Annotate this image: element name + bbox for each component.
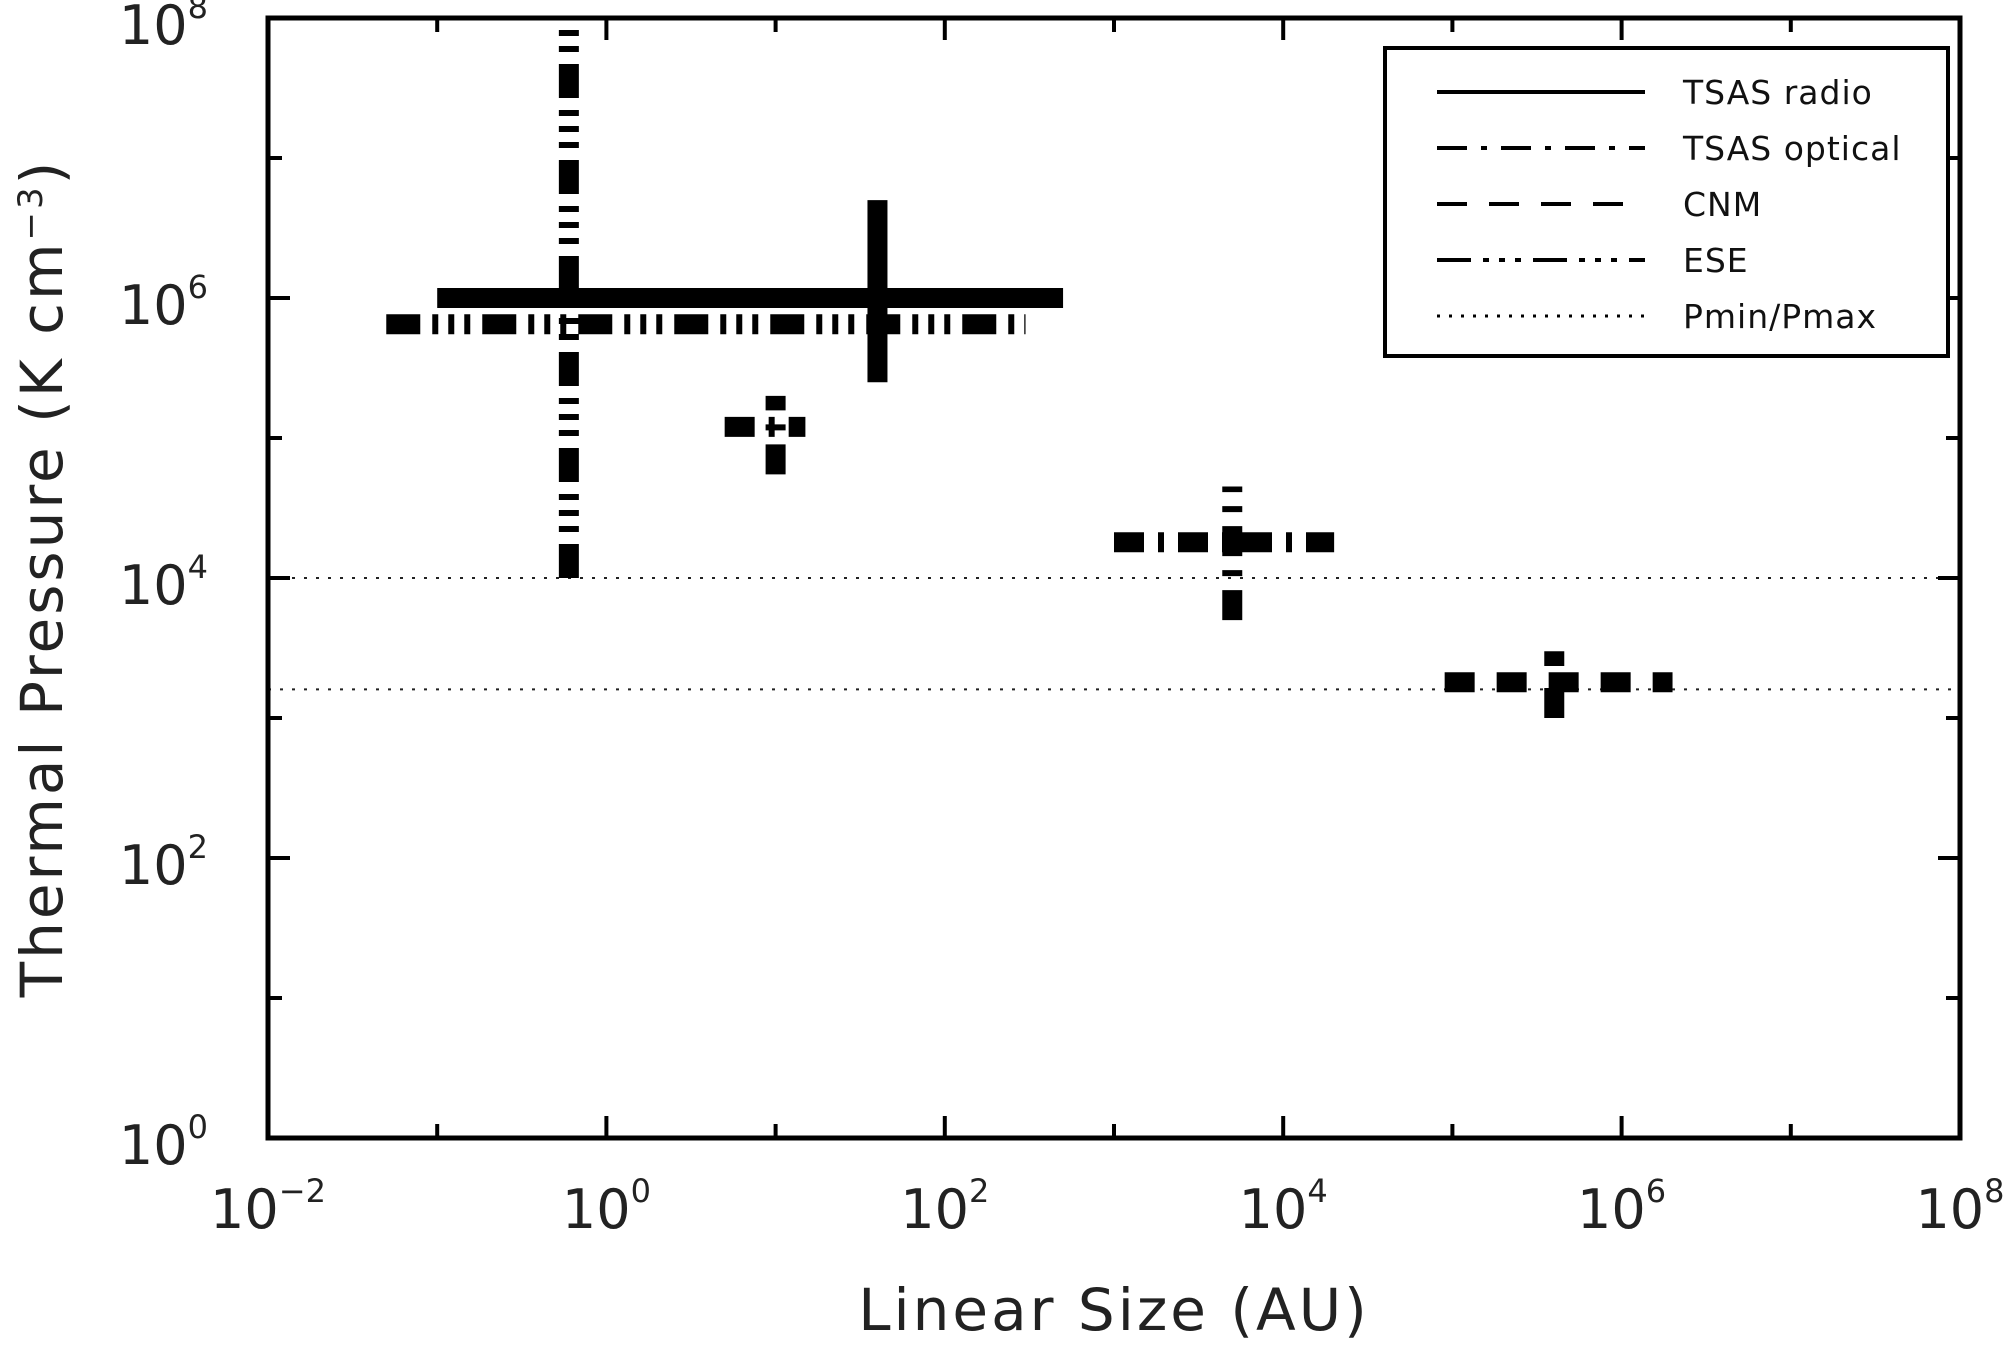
- y-tick-label: 100: [119, 1108, 208, 1177]
- pmin-pmax-lines: [268, 577, 1960, 691]
- data-cross: [1114, 486, 1335, 621]
- legend-label: CNM: [1683, 185, 1762, 224]
- y-tick-label: 108: [119, 0, 208, 57]
- plot-frame: [265, 15, 1963, 1141]
- x-tick-label: 106: [1577, 1172, 1666, 1241]
- data-cross: [386, 24, 1026, 578]
- x-axis-title: Linear Size (AU): [858, 1276, 1370, 1344]
- legend: TSAS radio TSAS optical CNM ESE Pmin/Pmax: [1383, 46, 1950, 358]
- y-axis-title-close: ): [8, 159, 76, 185]
- data-cross: [1444, 651, 1673, 718]
- y-tick-labels: 100 102 104 106 108: [119, 0, 208, 1177]
- data-cross: [724, 395, 806, 475]
- y-tick-label: 106: [119, 268, 208, 337]
- x-tick-label: 108: [1915, 1172, 2004, 1241]
- y-axis-title: Thermal Pressure (K cm−3): [8, 159, 76, 999]
- legend-label: ESE: [1683, 241, 1749, 280]
- x-tick-label: 10−2: [210, 1172, 326, 1241]
- y-tick-label: 104: [119, 548, 208, 617]
- legend-label: TSAS radio: [1682, 73, 1873, 112]
- x-tick-label: 102: [900, 1172, 989, 1241]
- y-axis-title-main: Thermal Pressure (K cm: [8, 240, 76, 998]
- legend-label: TSAS optical: [1682, 129, 1902, 168]
- legend-box: [1383, 46, 1950, 358]
- data-series: [386, 24, 1673, 718]
- x-tick-labels: 10−2 100 102 104 106 108: [210, 1172, 2004, 1241]
- legend-label: Pmin/Pmax: [1683, 297, 1877, 336]
- x-tick-label: 100: [562, 1172, 651, 1241]
- y-axis-title-sup: −3: [11, 184, 51, 240]
- y-tick-label: 102: [119, 828, 208, 897]
- x-tick-label: 104: [1239, 1172, 1328, 1241]
- data-cross: [437, 200, 1064, 383]
